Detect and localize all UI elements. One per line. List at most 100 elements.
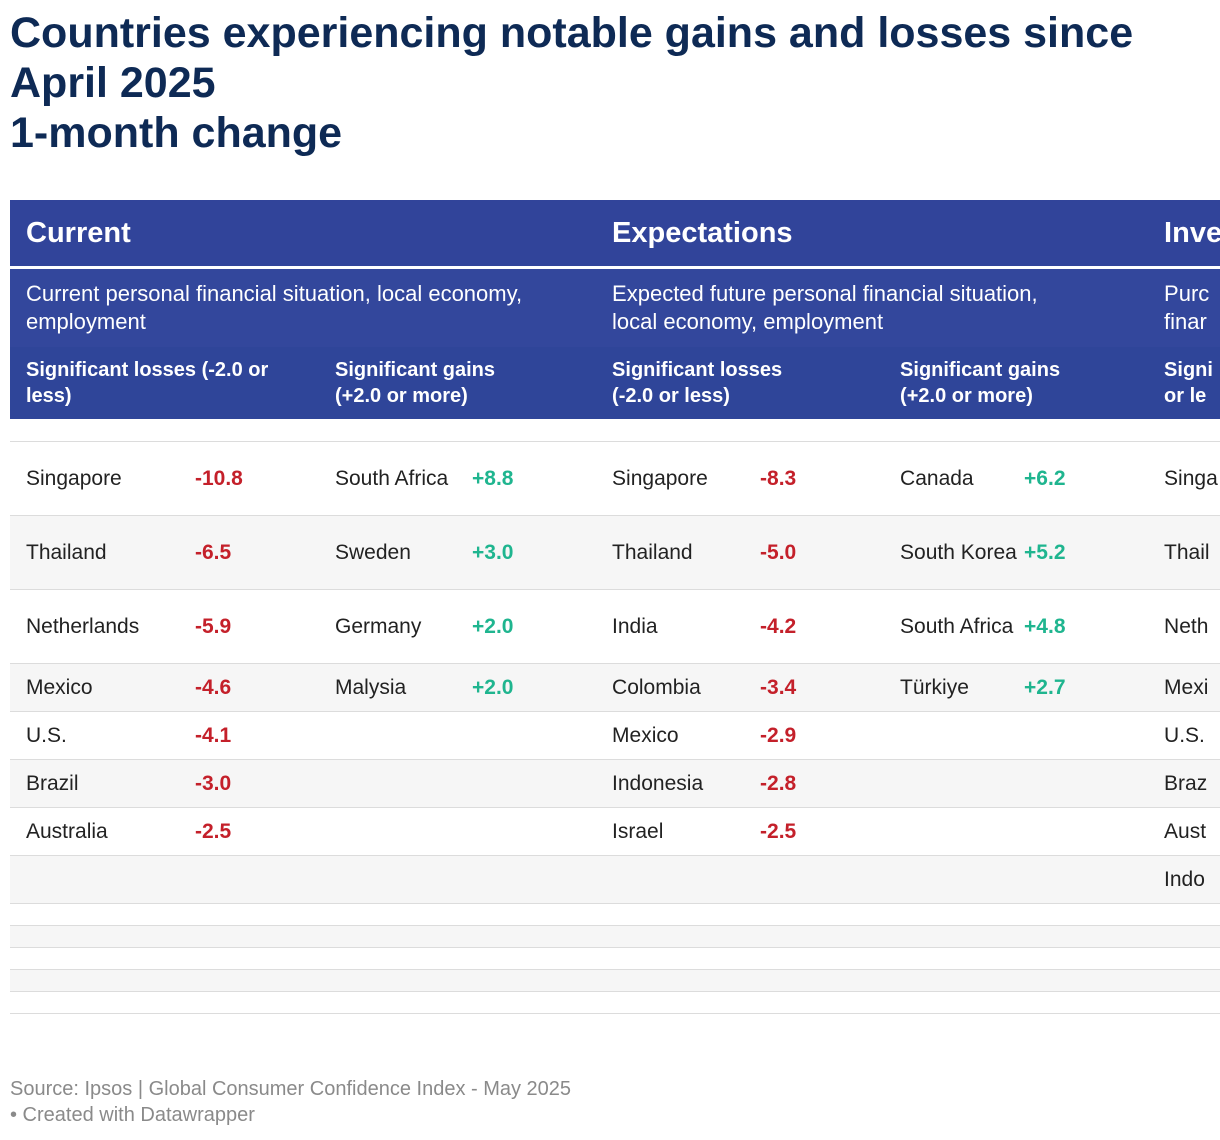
expectations-losses-country: Thailand bbox=[596, 515, 761, 590]
group-header-current: Current bbox=[10, 200, 597, 269]
expectations-gains-country bbox=[884, 759, 1025, 808]
expectations-losses-value: -2.8 bbox=[760, 759, 885, 808]
expectations-losses-value: -3.4 bbox=[760, 663, 885, 712]
group-description-expectations: Expected future personal financial situa… bbox=[596, 267, 1149, 347]
source-note: Source: Ipsos | Global Consumer Confiden… bbox=[10, 1078, 572, 1100]
current-losses-country: U.S. bbox=[10, 711, 195, 760]
investment-losses-country: Neth bbox=[1148, 589, 1220, 664]
header-expectations-losses: Significant losses (-2.0 or less) bbox=[596, 347, 885, 419]
investment-losses-country: U.S. bbox=[1148, 711, 1220, 760]
expectations-gains-country bbox=[884, 855, 1025, 904]
expectations-gains-value bbox=[1024, 855, 1149, 904]
expectations-losses-country: India bbox=[596, 589, 761, 664]
current-losses-country: Netherlands bbox=[10, 589, 195, 664]
expectations-losses-country: Singapore bbox=[596, 441, 761, 516]
empty-cell bbox=[10, 991, 1220, 1014]
empty-cell bbox=[10, 969, 1220, 992]
current-gains-country: Malysia bbox=[319, 663, 472, 712]
group-header-expectations: Expectations bbox=[596, 200, 1149, 269]
empty-row bbox=[10, 947, 1220, 970]
current-gains-country: South Africa bbox=[319, 441, 472, 516]
expectations-gains-country: South Korea bbox=[884, 515, 1025, 590]
current-gains-value bbox=[472, 759, 597, 808]
current-losses-country: Singapore bbox=[10, 441, 195, 516]
empty-row bbox=[10, 991, 1220, 1014]
expectations-gains-country bbox=[884, 711, 1025, 760]
expectations-losses-country bbox=[596, 855, 761, 904]
table-row: Mexico -4.6 Malysia +2.0 Colombia -3.4 Türkiye… bbox=[10, 663, 1220, 712]
current-gains-country bbox=[319, 855, 472, 904]
current-losses-country: Australia bbox=[10, 807, 195, 856]
empty-row bbox=[10, 925, 1220, 948]
current-losses-country: Mexico bbox=[10, 663, 195, 712]
expectations-gains-country: Türkiye bbox=[884, 663, 1025, 712]
group-description-current: Current personal financial situation, lo… bbox=[10, 267, 597, 347]
current-gains-value: +2.0 bbox=[472, 663, 597, 712]
investment-losses-country: Thail bbox=[1148, 515, 1220, 590]
current-gains-country bbox=[319, 759, 472, 808]
current-gains-value bbox=[472, 807, 597, 856]
expectations-losses-value: -8.3 bbox=[760, 441, 885, 516]
empty-cell bbox=[10, 925, 1220, 948]
expectations-losses-value: -4.2 bbox=[760, 589, 885, 664]
chart-title: Countries experiencing notable gains and… bbox=[10, 9, 1134, 157]
current-gains-value bbox=[472, 711, 597, 760]
expectations-gains-country: Canada bbox=[884, 441, 1025, 516]
table-row: Singapore -10.8 South Africa +8.8 Singapore -… bbox=[10, 441, 1220, 516]
current-gains-value: +8.8 bbox=[472, 441, 597, 516]
group-header-investment: Inve bbox=[1148, 200, 1220, 269]
current-losses-country bbox=[10, 855, 195, 904]
header-current-gains: Significant gains (+2.0 or more) bbox=[319, 347, 597, 419]
investment-losses-country: Singa bbox=[1148, 441, 1220, 516]
expectations-gains-value: +2.7 bbox=[1024, 663, 1149, 712]
expectations-gains-value bbox=[1024, 711, 1149, 760]
table-body: Singapore -10.8 South Africa +8.8 Singapore -… bbox=[10, 419, 1220, 1014]
current-losses-value: -4.6 bbox=[195, 663, 319, 712]
investment-losses-country: Aust bbox=[1148, 807, 1220, 856]
empty-cell bbox=[10, 903, 1220, 926]
expectations-gains-country: South Africa bbox=[884, 589, 1025, 664]
current-losses-value: -4.1 bbox=[195, 711, 319, 760]
header-investment-losses: Signi or le bbox=[1148, 347, 1220, 419]
investment-losses-country: Indo bbox=[1148, 855, 1220, 904]
expectations-gains-country bbox=[884, 807, 1025, 856]
current-losses-country: Brazil bbox=[10, 759, 195, 808]
current-losses-value: -2.5 bbox=[195, 807, 319, 856]
current-losses-value bbox=[195, 855, 319, 904]
expectations-losses-value: -5.0 bbox=[760, 515, 885, 590]
expectations-gains-value bbox=[1024, 759, 1149, 808]
expectations-gains-value: +4.8 bbox=[1024, 589, 1149, 664]
current-losses-value: -3.0 bbox=[195, 759, 319, 808]
table-row: Netherlands -5.9 Germany +2.0 India -4.2 South… bbox=[10, 589, 1220, 664]
current-gains-country bbox=[319, 807, 472, 856]
current-gains-value bbox=[472, 855, 597, 904]
investment-losses-country: Braz bbox=[1148, 759, 1220, 808]
expectations-gains-value bbox=[1024, 807, 1149, 856]
investment-losses-country: Mexi bbox=[1148, 663, 1220, 712]
expectations-losses-country: Israel bbox=[596, 807, 761, 856]
current-losses-value: -5.9 bbox=[195, 589, 319, 664]
table-row: Australia -2.5 Israel -2.5 Aust bbox=[10, 807, 1220, 856]
current-gains-country: Germany bbox=[319, 589, 472, 664]
expectations-losses-value: -2.5 bbox=[760, 807, 885, 856]
table-spacer-row bbox=[10, 419, 1220, 442]
data-table-container: Current Expectations Inve Current person… bbox=[10, 200, 1220, 1020]
current-gains-value: +2.0 bbox=[472, 589, 597, 664]
current-losses-value: -10.8 bbox=[195, 441, 319, 516]
expectations-losses-country: Indonesia bbox=[596, 759, 761, 808]
group-description-investment: Purc finar bbox=[1148, 267, 1220, 347]
empty-row bbox=[10, 969, 1220, 992]
table-row: Indo bbox=[10, 855, 1220, 904]
expectations-losses-country: Colombia bbox=[596, 663, 761, 712]
footer: Source: Ipsos | Global Consumer Confiden… bbox=[10, 1076, 710, 1128]
expectations-losses-value: -2.9 bbox=[760, 711, 885, 760]
table-row: Brazil -3.0 Indonesia -2.8 Braz bbox=[10, 759, 1220, 808]
current-losses-value: -6.5 bbox=[195, 515, 319, 590]
expectations-losses-value bbox=[760, 855, 885, 904]
table-row: Thailand -6.5 Sweden +3.0 Thailand -5.0 South … bbox=[10, 515, 1220, 590]
current-gains-value: +3.0 bbox=[472, 515, 597, 590]
empty-row bbox=[10, 903, 1220, 926]
table-row: U.S. -4.1 Mexico -2.9 U.S. bbox=[10, 711, 1220, 760]
credit-note: • Created with Datawrapper bbox=[10, 1104, 255, 1126]
header-current-losses: Significant losses (-2.0 or less) bbox=[10, 347, 319, 419]
